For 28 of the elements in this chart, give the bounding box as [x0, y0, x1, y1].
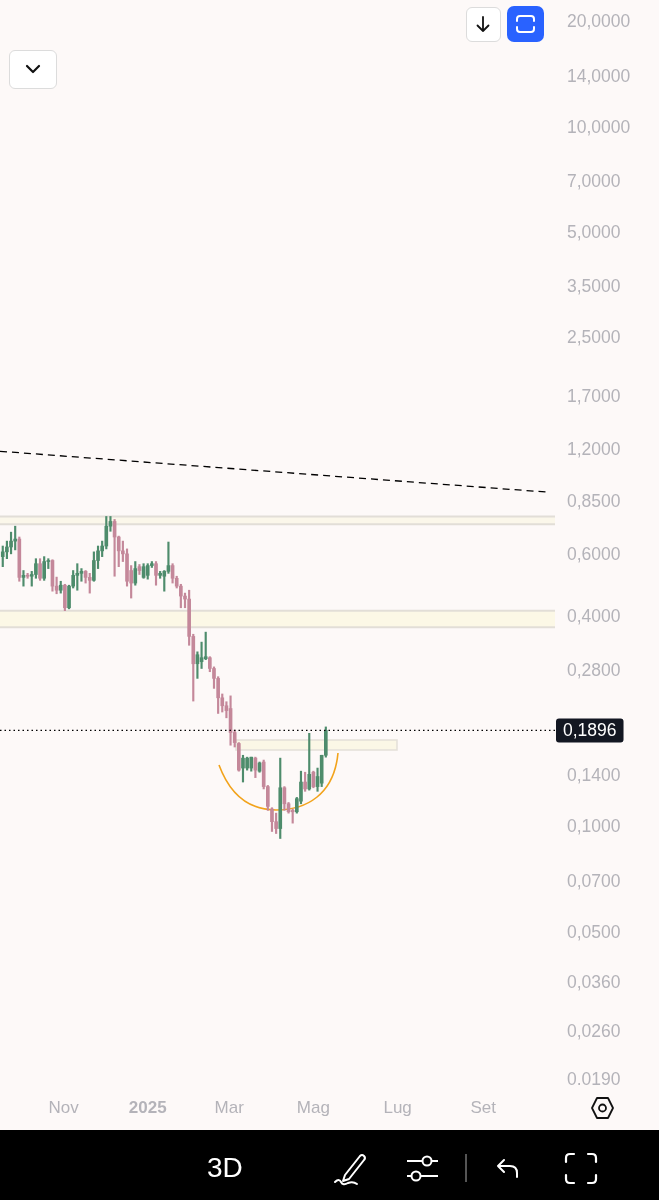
y-tick-label: 0,4000: [567, 605, 621, 626]
y-tick-label: 10,0000: [567, 116, 631, 137]
x-tick-label: Lug: [383, 1097, 412, 1117]
y-tick-label: 0,1000: [567, 816, 621, 837]
x-tick-label: Mag: [296, 1097, 330, 1117]
y-tick-label: 5,0000: [567, 221, 621, 242]
x-tick-label: Set: [470, 1097, 497, 1117]
y-tick-label: 0,1400: [567, 765, 621, 786]
y-tick-label: 0,0700: [567, 870, 621, 891]
y-tick-label: 1,2000: [567, 438, 621, 459]
y-tick-label: 0,6000: [567, 544, 621, 565]
y-tick-label: 0,0360: [567, 971, 621, 992]
y-tick-label: 14,0000: [567, 65, 631, 86]
y-tick-label: 1,7000: [567, 385, 621, 406]
text: 3D: [207, 1152, 243, 1183]
x-tick-label: Mar: [214, 1097, 245, 1117]
y-tick-label: 20,0000: [567, 11, 631, 32]
y-tick-label: 3,5000: [567, 276, 621, 297]
x-tick-label: 2025: [128, 1097, 167, 1117]
y-tick-label: 2,5000: [567, 327, 621, 348]
y-tick-label: 0,2800: [567, 660, 621, 680]
x-tick-label: Nov: [48, 1097, 80, 1117]
y-tick-label: 0.0190: [567, 1068, 621, 1089]
ref-line-label: 0,1896: [563, 720, 617, 741]
y-tick-label: 7,0000: [567, 170, 621, 191]
y-tick-label: 0,0260: [567, 1021, 621, 1042]
y-tick-label: 0,0500: [567, 921, 621, 942]
y-tick-label: 0,8500: [567, 491, 621, 512]
